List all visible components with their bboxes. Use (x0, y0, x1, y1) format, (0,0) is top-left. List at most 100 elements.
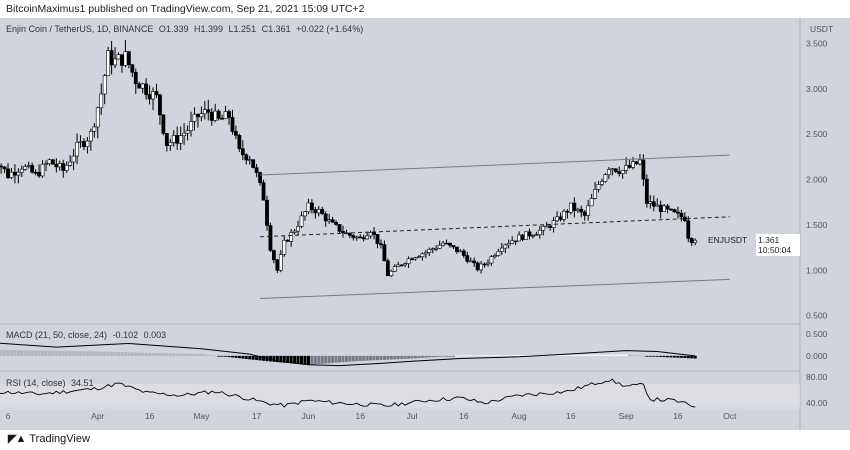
candle-body (216, 110, 221, 119)
candle-body (430, 248, 435, 251)
time-tick-label: Apr (91, 411, 104, 421)
macd-bar (9, 350, 13, 356)
candle-body (541, 226, 546, 231)
tradingview-brand[interactable]: ◤▲ TradingView (8, 432, 90, 446)
candle-body (85, 140, 90, 147)
macd-bar (127, 352, 131, 356)
macd-bar (148, 352, 152, 356)
macd-bar (227, 355, 231, 358)
candle-body (361, 237, 366, 240)
candle-body (441, 242, 446, 246)
macd-bar (555, 355, 559, 356)
candle-body (524, 231, 528, 240)
macd-bar (306, 355, 310, 365)
candle-body (92, 126, 97, 132)
macd-bar (372, 355, 376, 361)
candle-body (50, 159, 55, 165)
macd-bar (448, 355, 452, 357)
macd-bar (282, 355, 286, 363)
candle-body (624, 165, 629, 171)
macd-bar (137, 352, 141, 356)
macd-bar (189, 353, 193, 356)
macd-bar (30, 350, 34, 356)
legend-open: 1.339 (165, 24, 189, 34)
trendline-channel-top (260, 154, 730, 176)
macd-bar (106, 351, 110, 356)
candle-body (313, 209, 318, 214)
macd-bar (320, 355, 324, 364)
candle-body (651, 201, 656, 207)
macd-bar (559, 355, 563, 356)
candle-body (244, 154, 249, 161)
candle-body (275, 259, 280, 271)
macd-bar (400, 355, 404, 360)
macd-bar (683, 355, 687, 359)
macd-bar (631, 355, 635, 356)
macd-bar (20, 350, 24, 356)
macd-bar (389, 355, 393, 360)
chart-svg[interactable]: 3.500 3.000 2.500 2.000 1.500 1.000 0.500 0.500… (0, 18, 850, 430)
candle-body (0, 165, 3, 168)
macd-bar (92, 351, 96, 356)
macd-bar (120, 352, 124, 356)
price-tick-label: 0.500 (806, 311, 828, 321)
price-tick-label: 2.000 (806, 175, 828, 185)
candle-body (396, 264, 401, 267)
candle-body (47, 159, 52, 165)
macd-bar (85, 351, 89, 356)
rsi-value: 34.51 (71, 378, 94, 388)
macd-bar (175, 353, 179, 356)
candle-body (133, 72, 138, 85)
candle-body (365, 235, 370, 240)
macd-bar (341, 355, 345, 363)
macd-bar (234, 355, 238, 358)
macd-bar (617, 354, 621, 356)
macd-bar (123, 352, 127, 356)
candle-body (641, 159, 646, 180)
macd-bar (16, 350, 20, 356)
candle-body (296, 226, 300, 232)
macd-bar (168, 353, 172, 356)
candle-body (341, 231, 345, 234)
macd-bar (241, 355, 245, 359)
time-tick-label: 6 (6, 411, 11, 421)
macd-bar (369, 355, 373, 361)
currency-label: USDT (810, 24, 834, 34)
candle-body (189, 121, 193, 132)
candle-body (234, 131, 238, 136)
macd-bar (182, 353, 186, 356)
candle-body (455, 246, 459, 252)
macd-bar (58, 350, 62, 356)
candle-body (423, 252, 428, 255)
candle-body (638, 159, 642, 165)
macd-bar (607, 354, 611, 356)
candle-body (544, 225, 549, 228)
macd-bar (79, 351, 83, 356)
macd-bar (179, 353, 183, 356)
chart-area[interactable]: 3.500 3.000 2.500 2.000 1.500 1.000 0.500 0.500… (0, 18, 850, 430)
candle-body (199, 113, 204, 118)
candle-body (130, 64, 135, 73)
candle-body (206, 109, 211, 113)
macd-bar (113, 351, 117, 356)
macd-bar (365, 355, 369, 361)
macd-bar (420, 355, 424, 358)
candle-body (375, 234, 380, 245)
candle-body (520, 234, 525, 240)
candle-body (548, 225, 553, 228)
candle-body (33, 171, 38, 174)
legend-low: 1.251 (233, 24, 257, 34)
macd-bar (355, 355, 359, 362)
macd-bar (130, 352, 134, 356)
candle-body (475, 262, 480, 271)
macd-bar (158, 353, 162, 356)
macd-bar (393, 355, 397, 360)
candle-body (2, 166, 7, 170)
candle-body (627, 165, 632, 168)
candle-body (503, 244, 508, 249)
time-tick-label: May (193, 411, 210, 421)
candle-body (665, 205, 670, 210)
macd-bar (262, 355, 266, 361)
macd-bar (693, 355, 697, 359)
candle-body (182, 132, 187, 137)
